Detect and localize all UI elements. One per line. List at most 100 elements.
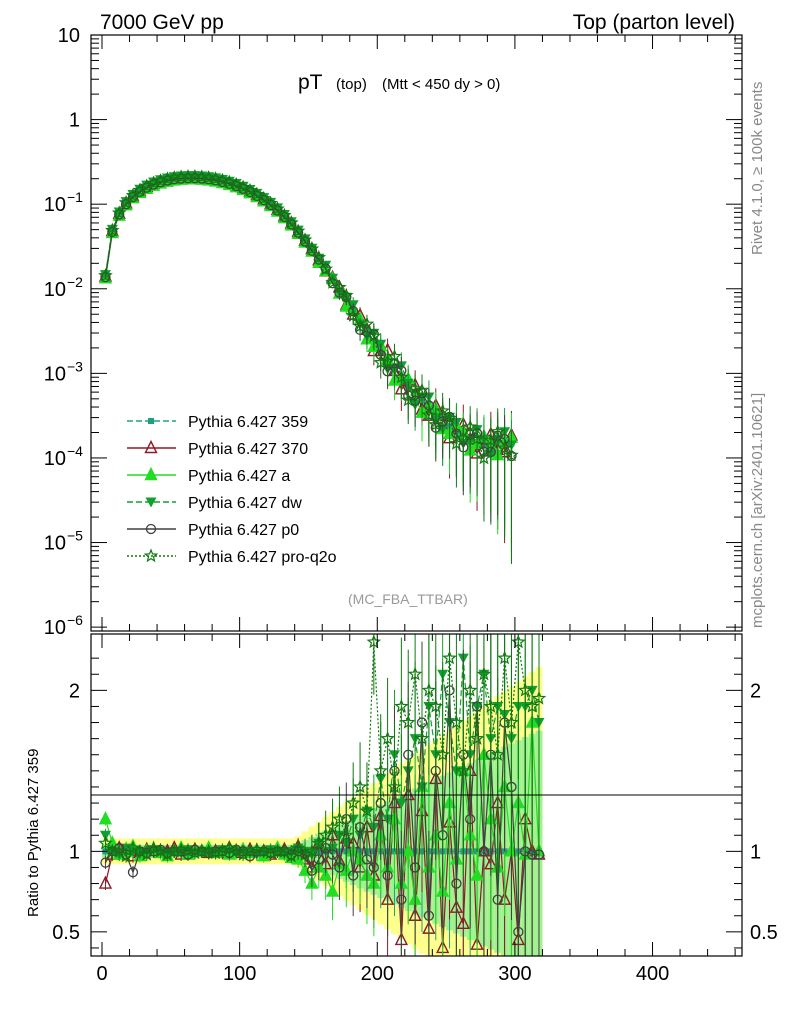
ratio-point	[407, 666, 423, 681]
data-point	[414, 382, 430, 397]
data-point	[490, 424, 505, 438]
main-series	[98, 169, 519, 564]
ratio-point	[366, 634, 382, 649]
ratio-series-5	[98, 634, 547, 880]
data-point	[304, 241, 320, 256]
data-point	[497, 440, 512, 455]
data-point	[407, 381, 423, 396]
data-point	[105, 222, 120, 237]
data-point	[504, 447, 519, 462]
series-5	[98, 169, 519, 564]
main-y-tick-label: 10	[44, 533, 66, 555]
data-point	[283, 215, 299, 230]
series-line	[104, 177, 513, 457]
ratio-point	[423, 910, 435, 921]
legend-label: Pythia 6.427 359	[188, 414, 308, 431]
ratio-point	[180, 843, 196, 858]
data-point	[201, 170, 216, 185]
ratio-point	[201, 843, 216, 858]
data-point	[297, 232, 313, 247]
data-point	[98, 268, 113, 282]
legend-marker	[144, 439, 158, 454]
ratio-point	[414, 730, 430, 745]
main-y-tick-label: 10	[44, 617, 66, 639]
series-3	[99, 171, 517, 553]
ratio-point	[492, 894, 503, 905]
main-y-tick-label: 10	[58, 25, 80, 47]
main-y-tick-label: 1	[69, 110, 80, 132]
data-point	[277, 207, 292, 222]
series-4	[100, 173, 517, 564]
ratio-point	[511, 634, 526, 649]
data-point	[120, 199, 132, 210]
ratio-point	[98, 835, 113, 850]
data-point	[469, 431, 485, 446]
main-y-tick-label: 10	[44, 194, 66, 216]
ratio-y-axis: 0.5 0.5 1 1 2 2	[52, 657, 778, 949]
data-point	[160, 171, 175, 186]
legend-entry-3: Pythia 6.427 dw	[127, 495, 302, 512]
series-0	[102, 174, 515, 552]
data-point	[106, 224, 118, 235]
ratio-point	[263, 845, 278, 860]
legend-label: Pythia 6.427 370	[188, 441, 308, 458]
data-point	[400, 392, 416, 407]
legend-label: Pythia 6.427 pro-q2o	[188, 549, 337, 566]
ratio-point	[345, 795, 361, 810]
ratio-point	[339, 827, 354, 842]
ratio-point	[228, 843, 244, 858]
data-point	[167, 170, 182, 185]
ratio-point	[395, 798, 407, 809]
data-point	[327, 278, 338, 289]
legend-marker	[145, 497, 157, 508]
data-point	[100, 272, 111, 283]
ratio-x-axis: 0 100 200 300 400	[96, 634, 736, 985]
ratio-point	[373, 763, 388, 778]
ratio-x-tick-label: 100	[223, 963, 256, 985]
legend-marker	[145, 523, 157, 535]
ratio-point	[187, 845, 203, 860]
ratio-point	[132, 843, 148, 858]
series-line	[104, 176, 512, 446]
ratio-point	[421, 682, 437, 697]
legend-label: Pythia 6.427 p0	[188, 522, 299, 539]
header-right: Top (parton level)	[573, 11, 735, 34]
ratio-x-tick-label: 300	[498, 963, 531, 985]
ratio-point	[318, 827, 333, 842]
ratio-y-tick-label: 1	[69, 841, 80, 863]
main-y-tick-exponent: −3	[67, 358, 83, 374]
data-point	[127, 191, 139, 203]
ratio-point	[208, 845, 223, 860]
data-point	[175, 171, 187, 182]
ratio-point	[334, 862, 345, 873]
data-point	[476, 450, 492, 465]
ratio-point	[99, 830, 111, 841]
ratio-point	[504, 714, 519, 729]
data-point	[235, 179, 251, 194]
data-point	[265, 199, 276, 211]
ratio-point	[462, 682, 478, 697]
data-point	[428, 417, 444, 431]
data-point	[222, 174, 237, 189]
ratio-point	[332, 811, 347, 826]
ratio-point	[428, 698, 444, 713]
data-point	[313, 254, 324, 265]
ratio-point	[368, 862, 379, 873]
watermark: (MC_FBA_TTBAR)	[348, 591, 468, 607]
main-y-tick-exponent: −1	[67, 189, 83, 205]
data-point	[462, 419, 478, 434]
ratio-point	[456, 915, 470, 929]
data-point	[208, 171, 223, 186]
data-point	[279, 211, 290, 223]
series-1	[98, 169, 519, 544]
legend-entry-1: Pythia 6.427 370	[127, 439, 308, 458]
main-y-tick-exponent: −2	[67, 274, 83, 290]
ratio-point	[382, 870, 393, 881]
ratio-point	[524, 698, 540, 713]
ratio-y-tick-label-right: 0.5	[750, 922, 778, 944]
legend-label: Pythia 6.427 dw	[188, 495, 302, 512]
ratio-point	[325, 883, 340, 897]
data-point	[242, 182, 258, 197]
data-point	[292, 227, 304, 238]
